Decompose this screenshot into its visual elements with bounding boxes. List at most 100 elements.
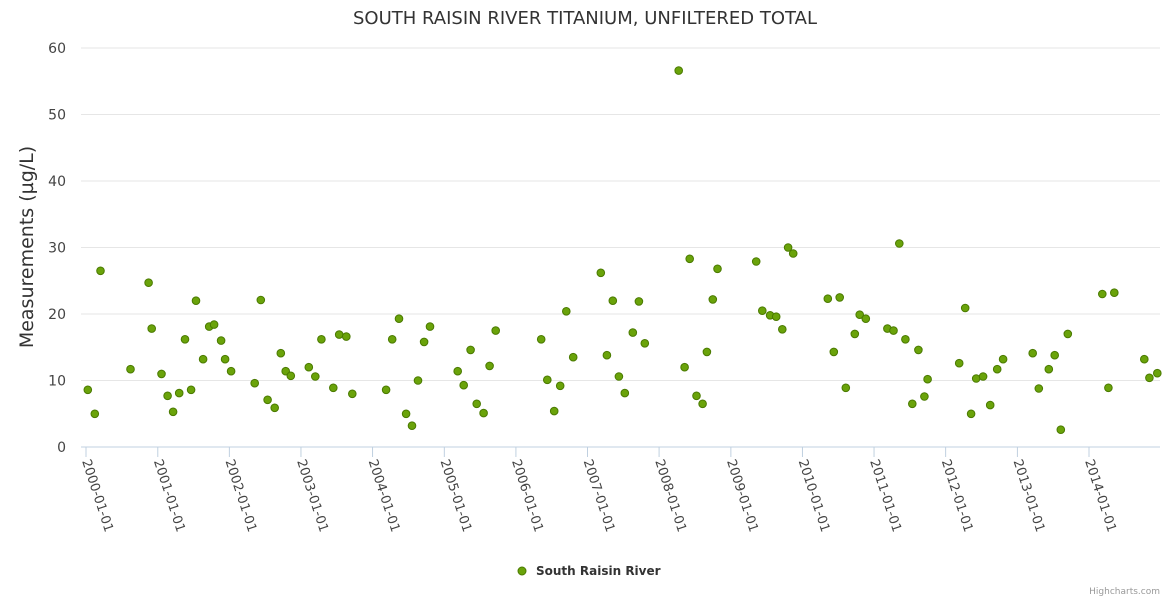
data-point[interactable]	[708, 295, 718, 304]
data-point[interactable]	[250, 378, 259, 388]
data-point[interactable]	[453, 366, 463, 376]
data-point[interactable]	[602, 350, 612, 360]
data-point[interactable]	[1140, 354, 1149, 364]
data-point[interactable]	[998, 354, 1008, 364]
data-point[interactable]	[144, 278, 153, 288]
credits-link[interactable]: Highcharts.com	[1089, 587, 1160, 597]
data-point[interactable]	[304, 362, 314, 372]
data-point[interactable]	[596, 268, 606, 278]
data-point[interactable]	[985, 400, 995, 410]
data-point[interactable]	[841, 383, 851, 393]
data-point[interactable]	[491, 326, 501, 335]
data-point[interactable]	[174, 388, 184, 398]
data-point[interactable]	[914, 345, 923, 355]
data-point[interactable]	[226, 366, 236, 376]
data-point[interactable]	[549, 406, 559, 416]
data-point[interactable]	[960, 303, 970, 313]
data-point[interactable]	[1044, 364, 1054, 374]
data-point[interactable]	[855, 310, 865, 320]
data-point[interactable]	[485, 361, 494, 371]
data-point[interactable]	[895, 239, 904, 248]
data-point[interactable]	[329, 383, 338, 393]
data-point[interactable]	[908, 399, 917, 409]
data-point[interactable]	[191, 296, 201, 306]
data-point[interactable]	[1153, 368, 1162, 378]
data-point[interactable]	[771, 312, 781, 322]
data-point[interactable]	[413, 376, 423, 385]
data-point[interactable]	[1034, 384, 1044, 393]
data-point[interactable]	[1104, 383, 1113, 393]
data-point[interactable]	[614, 372, 624, 381]
data-point[interactable]	[256, 295, 266, 305]
data-point[interactable]	[702, 347, 712, 357]
data-point[interactable]	[850, 329, 860, 339]
data-point[interactable]	[978, 372, 988, 381]
data-point[interactable]	[186, 385, 196, 395]
data-point[interactable]	[479, 408, 488, 418]
data-point[interactable]	[198, 354, 208, 364]
data-point[interactable]	[920, 392, 929, 401]
data-point[interactable]	[713, 264, 722, 274]
data-point[interactable]	[1145, 373, 1154, 383]
data-point[interactable]	[685, 254, 695, 264]
data-point[interactable]	[394, 314, 404, 324]
data-point[interactable]	[311, 372, 320, 381]
data-point[interactable]	[555, 381, 565, 391]
data-point[interactable]	[286, 371, 296, 381]
data-point[interactable]	[628, 328, 638, 337]
data-point[interactable]	[419, 337, 429, 347]
data-point[interactable]	[674, 66, 684, 75]
data-point[interactable]	[835, 293, 845, 302]
data-point[interactable]	[180, 335, 190, 344]
data-point[interactable]	[209, 320, 219, 329]
data-point[interactable]	[698, 399, 707, 409]
data-point[interactable]	[778, 325, 787, 334]
data-point[interactable]	[954, 358, 964, 368]
data-point[interactable]	[270, 403, 280, 413]
data-point[interactable]	[829, 347, 839, 357]
data-point[interactable]	[425, 322, 435, 331]
data-point[interactable]	[640, 339, 650, 348]
data-point[interactable]	[1056, 425, 1066, 435]
data-point[interactable]	[334, 330, 344, 339]
data-point[interactable]	[96, 266, 105, 276]
data-point[interactable]	[562, 307, 571, 316]
data-point[interactable]	[472, 399, 482, 409]
data-point[interactable]	[1063, 329, 1073, 339]
data-point[interactable]	[126, 364, 135, 374]
data-point[interactable]	[168, 407, 178, 417]
data-point[interactable]	[1098, 289, 1107, 299]
data-point[interactable]	[1028, 348, 1037, 358]
data-point[interactable]	[620, 388, 630, 398]
data-point[interactable]	[459, 380, 469, 390]
legend-item-south-raisin-river[interactable]: South Raisin River	[536, 564, 661, 578]
data-point[interactable]	[783, 243, 793, 252]
data-point[interactable]	[342, 332, 351, 341]
data-point[interactable]	[889, 326, 898, 335]
data-point[interactable]	[758, 306, 767, 316]
legend-marker-icon[interactable]	[517, 566, 527, 576]
data-point[interactable]	[568, 352, 578, 362]
data-point[interactable]	[992, 364, 1002, 374]
data-point[interactable]	[543, 375, 552, 385]
data-point[interactable]	[861, 314, 871, 324]
data-point[interactable]	[407, 421, 417, 431]
data-point[interactable]	[1050, 350, 1059, 360]
data-point[interactable]	[401, 409, 411, 419]
data-point[interactable]	[147, 324, 156, 333]
data-point[interactable]	[608, 296, 618, 306]
data-point[interactable]	[381, 385, 391, 395]
legend[interactable]: South Raisin River	[517, 564, 661, 578]
data-point[interactable]	[466, 345, 475, 355]
data-point[interactable]	[634, 297, 644, 306]
data-point[interactable]	[901, 335, 910, 344]
data-point[interactable]	[692, 391, 701, 401]
data-point[interactable]	[680, 362, 689, 372]
data-point[interactable]	[163, 391, 172, 401]
data-point[interactable]	[788, 249, 798, 258]
data-point[interactable]	[216, 336, 226, 345]
data-point[interactable]	[823, 294, 833, 304]
data-point[interactable]	[220, 354, 230, 364]
data-point[interactable]	[263, 395, 272, 405]
data-point[interactable]	[923, 374, 932, 384]
